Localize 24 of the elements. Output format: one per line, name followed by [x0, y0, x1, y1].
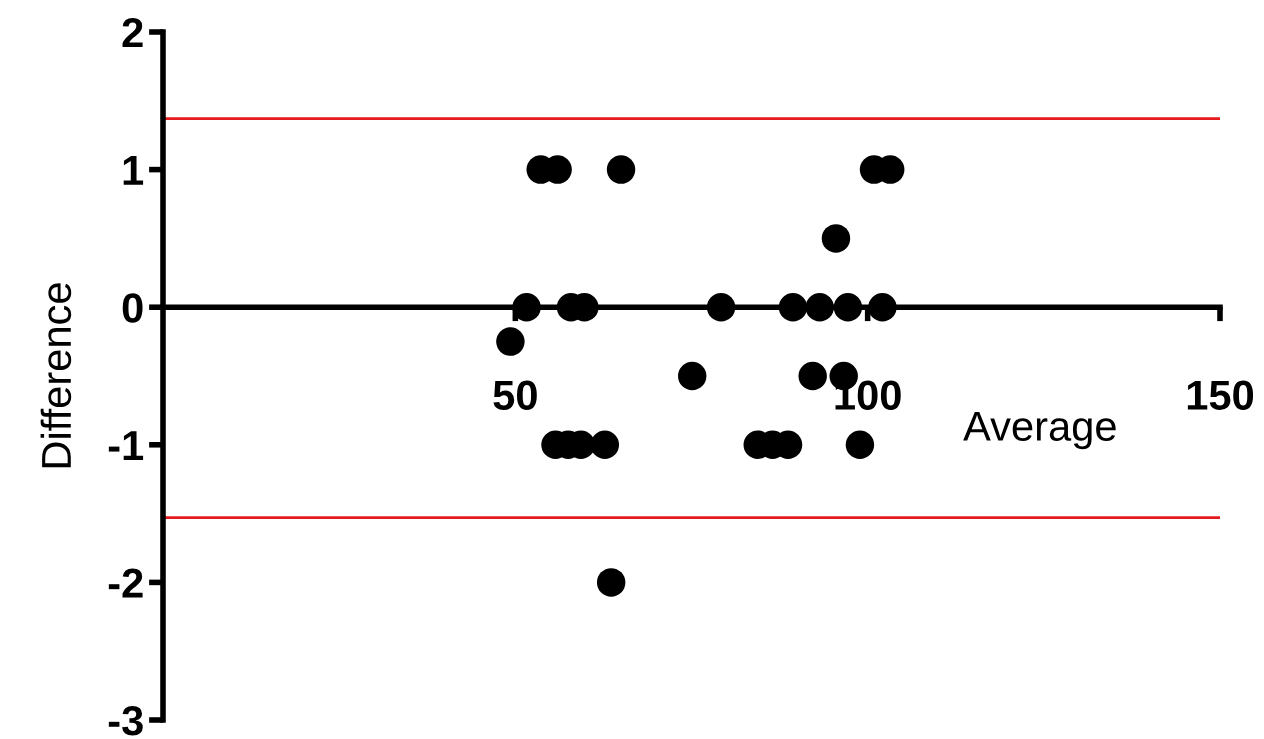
- point: [868, 292, 897, 322]
- point: [845, 430, 875, 460]
- point: [833, 292, 863, 322]
- point: [798, 361, 827, 391]
- point: [590, 430, 620, 460]
- x-tick-label: 50: [493, 380, 537, 411]
- y-tick-label: -3: [108, 706, 143, 736]
- x-tick-label: 150: [1187, 380, 1254, 411]
- y-axis-title: Difference: [40, 283, 72, 468]
- x-axis-title: Average: [963, 411, 1116, 450]
- point: [596, 568, 626, 597]
- y-tick-label: 0: [122, 293, 143, 323]
- point: [805, 292, 834, 322]
- y-tick-label: 2: [122, 18, 143, 48]
- point: [512, 292, 541, 322]
- y-tick-label: -1: [108, 431, 144, 460]
- point: [677, 361, 707, 391]
- point: [821, 224, 851, 253]
- point: [778, 292, 808, 322]
- y-tick-label: -2: [108, 568, 143, 598]
- point: [606, 155, 636, 184]
- y-tick-label: 1: [123, 156, 144, 185]
- point: [496, 327, 525, 356]
- point: [706, 292, 736, 322]
